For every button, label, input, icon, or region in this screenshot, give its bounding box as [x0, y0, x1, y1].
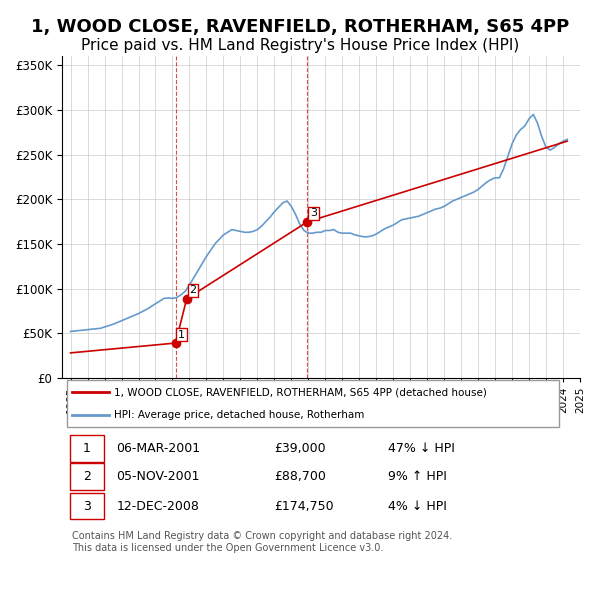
- Text: £174,750: £174,750: [274, 500, 334, 513]
- Text: £88,700: £88,700: [274, 470, 326, 483]
- FancyBboxPatch shape: [67, 381, 559, 427]
- Text: £39,000: £39,000: [274, 442, 326, 455]
- Text: 1: 1: [178, 330, 185, 340]
- FancyBboxPatch shape: [70, 463, 104, 490]
- Text: 05-NOV-2001: 05-NOV-2001: [116, 470, 200, 483]
- FancyBboxPatch shape: [70, 435, 104, 461]
- Text: 3: 3: [83, 500, 91, 513]
- Text: 06-MAR-2001: 06-MAR-2001: [116, 442, 200, 455]
- Text: Contains HM Land Registry data © Crown copyright and database right 2024.
This d: Contains HM Land Registry data © Crown c…: [73, 531, 453, 552]
- Text: 1, WOOD CLOSE, RAVENFIELD, ROTHERHAM, S65 4PP: 1, WOOD CLOSE, RAVENFIELD, ROTHERHAM, S6…: [31, 18, 569, 36]
- Text: 12-DEC-2008: 12-DEC-2008: [116, 500, 199, 513]
- Text: 2: 2: [189, 286, 196, 296]
- Text: 3: 3: [310, 208, 317, 218]
- Text: 1, WOOD CLOSE, RAVENFIELD, ROTHERHAM, S65 4PP (detached house): 1, WOOD CLOSE, RAVENFIELD, ROTHERHAM, S6…: [114, 388, 487, 398]
- Text: 4% ↓ HPI: 4% ↓ HPI: [388, 500, 447, 513]
- Text: 1: 1: [83, 442, 91, 455]
- FancyBboxPatch shape: [70, 493, 104, 519]
- Text: 2: 2: [83, 470, 91, 483]
- Text: HPI: Average price, detached house, Rotherham: HPI: Average price, detached house, Roth…: [114, 410, 364, 420]
- Text: Price paid vs. HM Land Registry's House Price Index (HPI): Price paid vs. HM Land Registry's House …: [81, 38, 519, 53]
- Text: 9% ↑ HPI: 9% ↑ HPI: [388, 470, 447, 483]
- Text: 47% ↓ HPI: 47% ↓ HPI: [388, 442, 455, 455]
